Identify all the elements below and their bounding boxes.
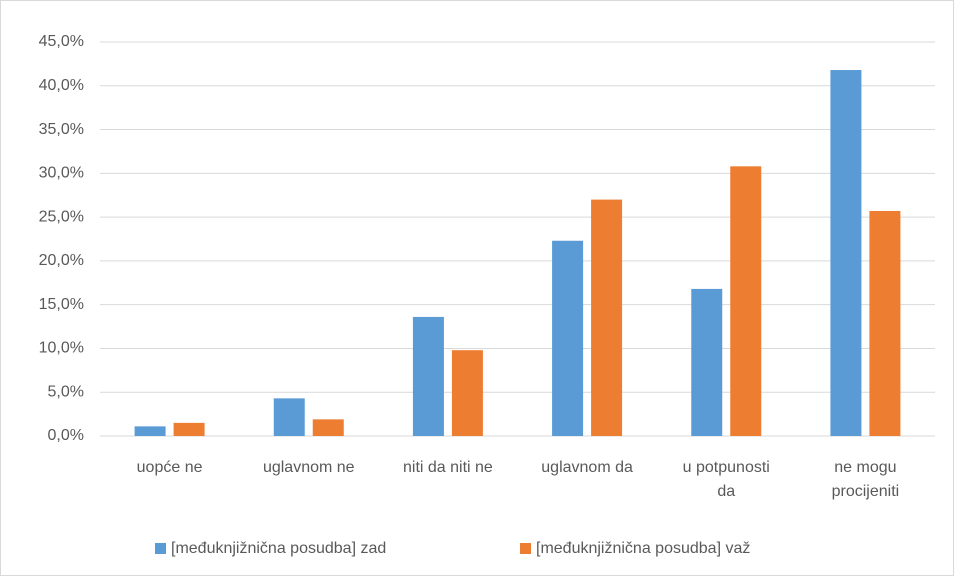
bar: [552, 240, 584, 436]
bar: [451, 350, 483, 436]
x-tick-label: u potpunosti da: [682, 459, 770, 500]
y-tick-label: 5,0%: [48, 383, 84, 400]
y-tick-label: 0,0%: [48, 427, 84, 444]
y-tick-label: 20,0%: [39, 252, 84, 269]
y-tick-label: 45,0%: [39, 33, 84, 50]
bar: [312, 419, 344, 436]
bar: [591, 199, 623, 436]
y-tick-label: 30,0%: [39, 165, 84, 182]
y-tick-label: 40,0%: [39, 77, 84, 94]
bar: [134, 426, 166, 436]
y-tick-label: 10,0%: [39, 340, 84, 357]
bar: [730, 166, 762, 436]
x-tick-label: niti da niti ne: [402, 459, 493, 476]
legend-label: [međuknjižnična posudba] zad: [171, 540, 386, 557]
x-tick-label: uglavnom ne: [262, 459, 355, 476]
bar: [869, 210, 901, 436]
bar: [691, 288, 723, 436]
bar: [412, 316, 444, 436]
y-tick-label: 15,0%: [39, 296, 84, 313]
x-tick-label: ne mogu procijeniti: [831, 459, 900, 500]
x-tick-label: uglavnom da: [541, 459, 633, 476]
y-tick-label: 35,0%: [39, 121, 84, 138]
x-tick-label: uopće ne: [136, 459, 203, 476]
y-tick-label: 25,0%: [39, 208, 84, 225]
bar: [173, 422, 205, 436]
legend-swatch: [155, 543, 166, 554]
bar: [273, 398, 305, 436]
bar: [830, 70, 862, 437]
legend-label: [međuknjižnična posudba] važ: [536, 540, 750, 557]
legend-swatch: [520, 543, 531, 554]
